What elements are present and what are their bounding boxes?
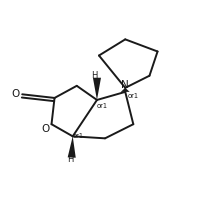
Text: or1: or1 (128, 93, 139, 99)
Polygon shape (93, 78, 101, 100)
Text: H: H (91, 71, 97, 80)
Text: O: O (41, 124, 49, 134)
Text: or1: or1 (72, 133, 83, 139)
Text: O: O (11, 89, 19, 99)
Polygon shape (68, 136, 76, 158)
Text: or1: or1 (97, 103, 108, 109)
Polygon shape (121, 88, 130, 92)
Text: H: H (67, 155, 74, 164)
Text: N: N (121, 80, 129, 90)
